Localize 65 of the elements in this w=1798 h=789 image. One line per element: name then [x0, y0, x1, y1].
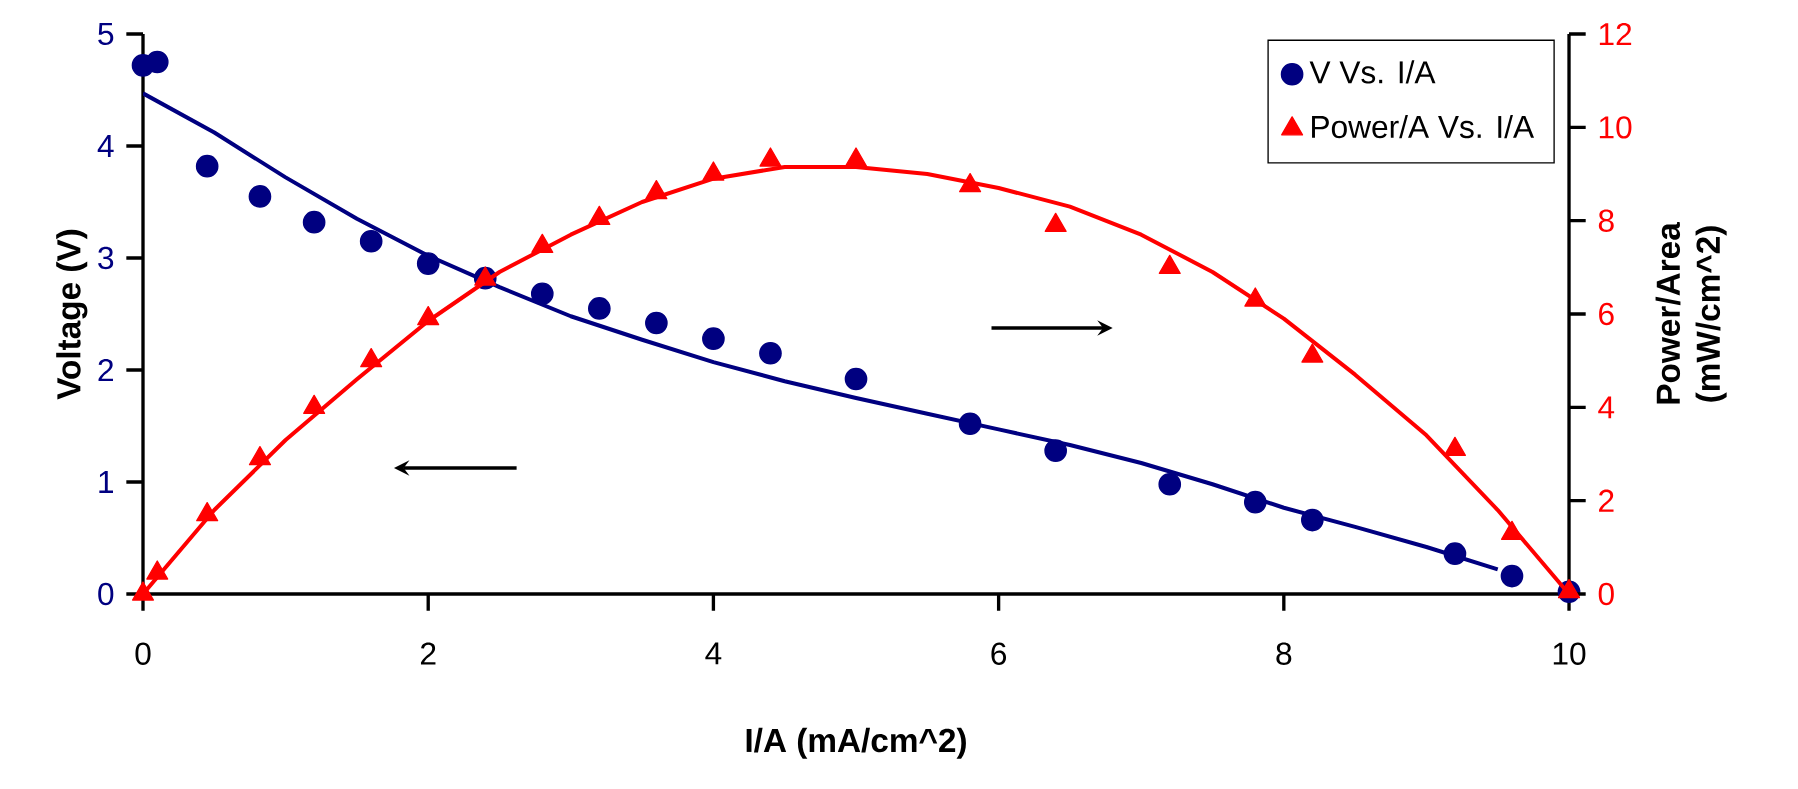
point	[417, 306, 440, 326]
point	[530, 282, 554, 306]
point	[1243, 490, 1267, 514]
y2-tick-label: 10	[1599, 116, 1632, 139]
point	[1301, 343, 1324, 363]
point	[359, 229, 383, 253]
x-tick-label: 0	[135, 642, 151, 665]
x-tick-label: 6	[991, 642, 1007, 665]
y2-tick-label: 12	[1599, 22, 1632, 46]
x-axis-title: I/A (mA/cm^2)	[746, 727, 966, 759]
point	[1557, 579, 1581, 599]
y2-tick-label: 0	[1598, 582, 1614, 606]
y2-tick-label: 8	[1598, 209, 1614, 232]
point	[759, 147, 782, 167]
point	[1158, 254, 1181, 275]
legend-label: V Vs. I/A	[1309, 60, 1436, 84]
point	[844, 367, 868, 391]
point	[702, 327, 725, 350]
point	[1244, 287, 1267, 307]
point	[196, 502, 219, 522]
point	[248, 185, 272, 208]
y-tick-label: 5	[98, 22, 114, 46]
point	[416, 252, 440, 275]
legend-label: Power/A Vs. I/A	[1312, 114, 1535, 139]
point	[360, 348, 383, 368]
point	[531, 233, 554, 254]
point	[1044, 212, 1067, 233]
point	[1158, 472, 1182, 496]
y2-tick-label: 4	[1598, 396, 1615, 419]
y-tick-label: 1	[99, 471, 113, 493]
point	[1044, 439, 1067, 462]
y-tick-label: 4	[97, 135, 114, 157]
y-tick-label: 3	[98, 246, 114, 270]
x-tick-label: 2	[420, 642, 436, 665]
point	[645, 180, 668, 200]
point	[958, 412, 982, 436]
point	[303, 394, 326, 415]
point	[844, 147, 868, 167]
line-series	[143, 91, 1500, 572]
y2-tick-label: 2	[1599, 489, 1614, 512]
point	[1443, 542, 1467, 566]
point	[759, 341, 782, 365]
point	[702, 161, 725, 181]
y-tick-label: 0	[98, 582, 114, 606]
point	[588, 205, 611, 226]
point	[131, 581, 155, 601]
y2-axis-title: Power/Area (mW/cm^2)	[1655, 222, 1727, 404]
point	[146, 560, 169, 580]
x-tick-label: 8	[1276, 642, 1292, 665]
point	[1500, 520, 1524, 541]
point	[195, 154, 219, 178]
point	[1301, 508, 1324, 532]
x-tick-label: 10	[1553, 642, 1586, 665]
x-tick-label: 4	[705, 642, 722, 665]
point	[1500, 564, 1524, 588]
y-tick-label: 2	[98, 358, 113, 382]
point	[588, 297, 611, 320]
point	[248, 446, 272, 466]
point	[959, 173, 982, 193]
point	[1443, 436, 1467, 457]
point	[645, 311, 668, 335]
point	[302, 210, 326, 234]
y2-tick-label: 6	[1599, 302, 1614, 326]
point	[145, 50, 169, 74]
y-axis-title: Voltage (V)	[56, 229, 88, 400]
